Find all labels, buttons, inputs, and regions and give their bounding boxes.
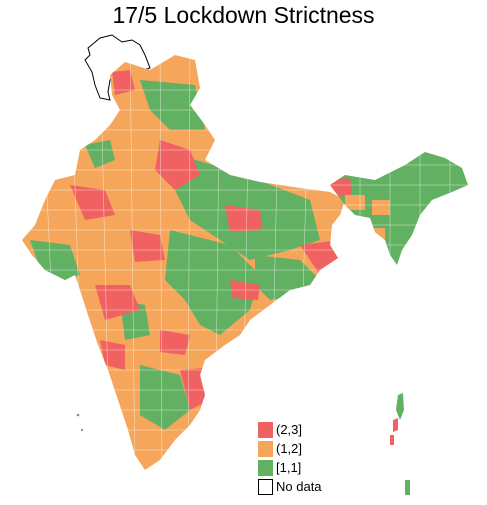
region-low [85, 140, 115, 168]
legend-label: (2,3] [276, 422, 303, 437]
map-title: 17/5 Lockdown Strictness [112, 2, 375, 28]
region-high [160, 330, 190, 355]
region-mid [345, 195, 365, 210]
legend-label: No data [276, 479, 322, 494]
legend-item: No data [258, 477, 322, 496]
region-high [100, 340, 125, 370]
region-high [112, 70, 135, 95]
island-lakshadweep [80, 428, 84, 432]
legend-label: (1,2] [276, 441, 303, 456]
island-nicobar [405, 480, 410, 495]
region-low [175, 155, 320, 260]
region-low [140, 80, 205, 130]
legend-label: [1,1] [276, 460, 302, 475]
region-low [165, 230, 260, 335]
legend-swatch-nodata [258, 478, 273, 495]
region-low [140, 365, 190, 430]
legend-swatch [258, 421, 273, 438]
legend-swatch [258, 459, 273, 476]
island-andaman [396, 393, 404, 420]
region-mid [372, 228, 385, 245]
region-mid [372, 200, 390, 215]
region-base-low [330, 152, 468, 265]
legend-swatch [258, 440, 273, 457]
region-high [225, 205, 262, 232]
island-nicobar [390, 435, 394, 445]
legend-item: (1,2] [258, 439, 322, 458]
region-low [30, 240, 80, 282]
island-andaman [393, 418, 398, 432]
island-lakshadweep [76, 413, 80, 417]
region-high [130, 230, 165, 262]
legend-item: [1,1] [258, 458, 322, 477]
legend-item: (2,3] [258, 420, 322, 439]
region-high [155, 140, 200, 190]
legend: (2,3] (1,2] [1,1] No data [258, 420, 322, 496]
